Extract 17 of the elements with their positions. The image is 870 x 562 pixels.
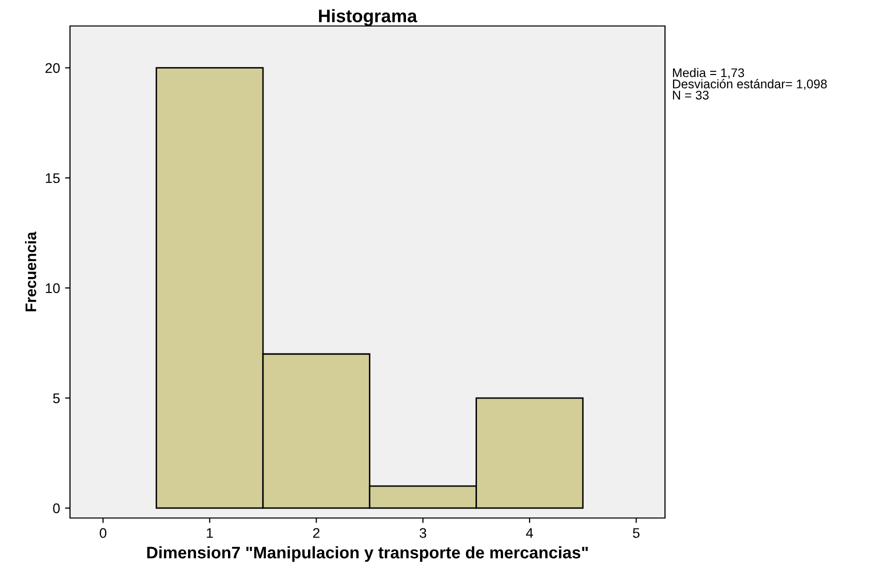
y-tick-label: 20	[46, 63, 60, 73]
x-axis-title: Dimension7 "Manipulacion y transporte de mercancias"	[147, 546, 588, 562]
x-tick-label: 1	[206, 528, 213, 538]
x-tick-label: 2	[313, 528, 320, 538]
y-tick-label: 15	[46, 173, 60, 184]
x-tick-label: 0	[100, 528, 106, 538]
text: Desviación estándar= 1,098	[673, 79, 827, 90]
x-tick-label: 5	[632, 528, 640, 538]
y-tick-label: 5	[53, 394, 60, 404]
chart-title: Histograma	[319, 9, 418, 26]
y-tick-label: 0	[53, 503, 60, 514]
x-tick-label: 4	[526, 528, 534, 538]
text: Media = 1,73	[673, 68, 744, 79]
y-tick-label: 10	[46, 283, 60, 294]
text: N = 33	[673, 90, 709, 100]
x-tick-label: 3	[420, 528, 426, 538]
y-axis-title: Frecuencia	[25, 232, 36, 312]
